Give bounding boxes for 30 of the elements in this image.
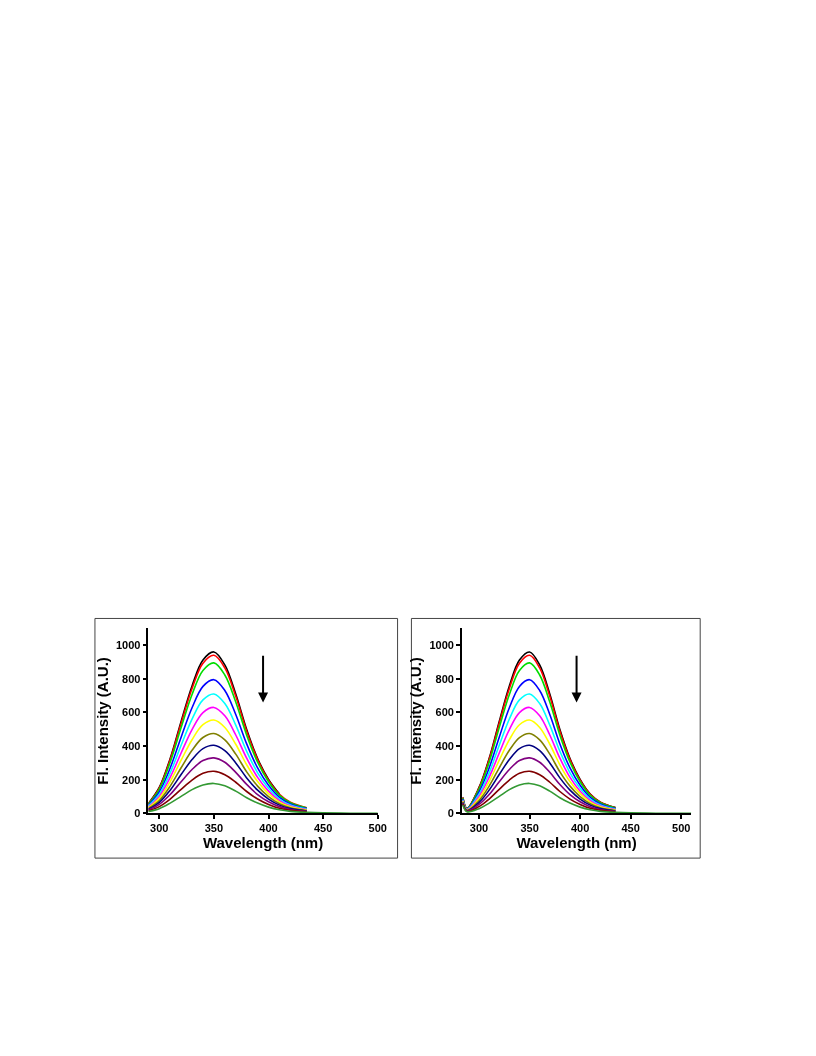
y-tick-label: 200: [435, 773, 454, 786]
y-tick-label: 1000: [429, 639, 454, 652]
x-tick-label: 500: [368, 822, 387, 835]
x-tick-label: 300: [150, 822, 169, 835]
y-tick-label: 0: [447, 807, 454, 820]
x-axis-title: Wavelength (nm): [202, 834, 324, 852]
x-tick-label: 450: [313, 822, 333, 835]
x-tick-label: 500: [672, 822, 691, 835]
y-axis-title: Fl. Intensity (A.U.): [93, 657, 111, 785]
x-tick-label: 400: [570, 822, 590, 835]
y-axis-title: Fl. Intensity (A.U.): [407, 657, 425, 785]
y-tick-label: 600: [122, 706, 141, 719]
y-tick-label: 600: [435, 706, 454, 719]
y-tick-label: 200: [122, 773, 141, 786]
y-tick-label: 400: [435, 739, 454, 752]
x-tick-label: 350: [204, 822, 224, 835]
x-tick-label: 300: [469, 822, 489, 835]
y-tick-label: 0: [134, 807, 141, 820]
x-axis-title: Wavelength (nm): [516, 834, 637, 852]
y-tick-label: 800: [435, 672, 454, 685]
y-tick-label: 1000: [115, 639, 141, 652]
x-tick-label: 350: [520, 822, 539, 835]
y-tick-label: 800: [122, 672, 141, 685]
x-tick-label: 450: [621, 822, 640, 835]
x-tick-label: 400: [259, 822, 278, 835]
y-tick-label: 400: [122, 739, 141, 752]
line-series: [148, 757, 308, 813]
line-series: [462, 782, 692, 814]
line-series: [148, 770, 308, 813]
line-series: [462, 757, 617, 813]
